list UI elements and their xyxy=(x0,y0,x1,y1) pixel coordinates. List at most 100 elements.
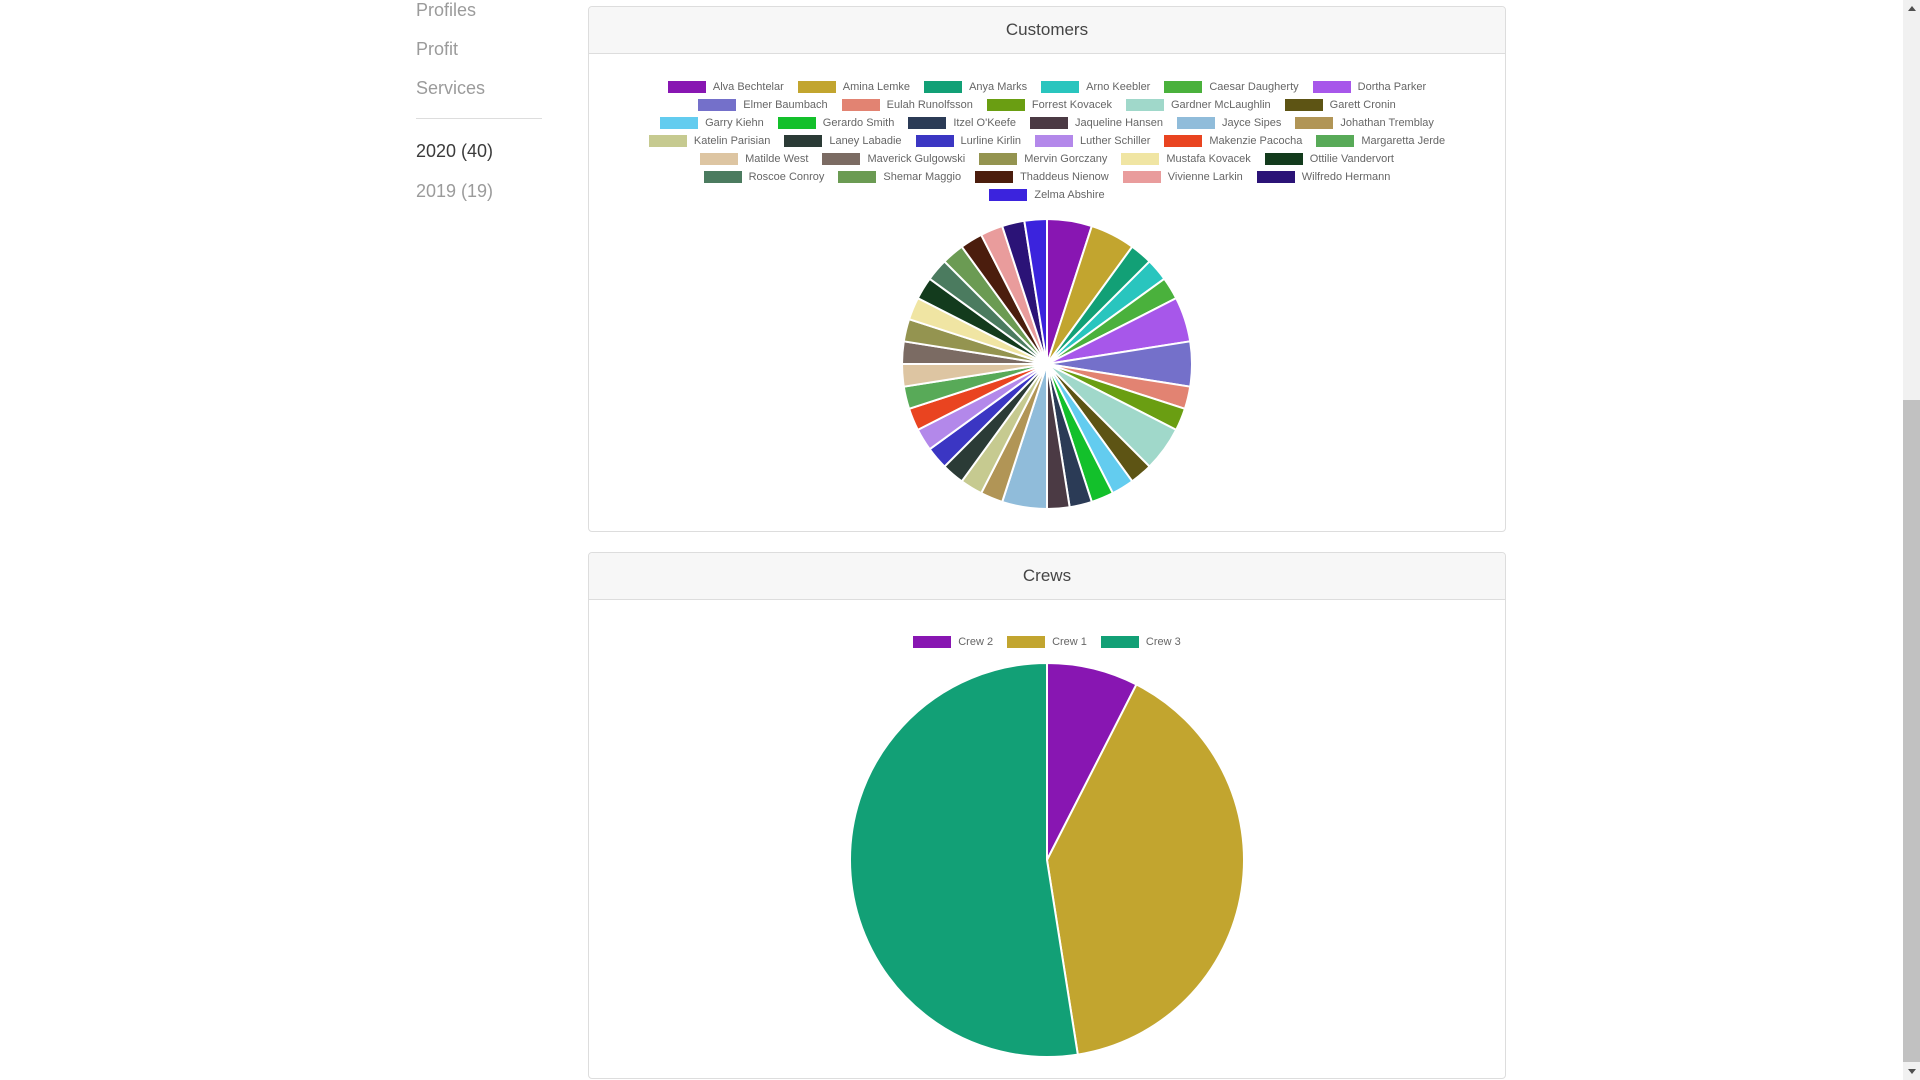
legend-swatch xyxy=(698,99,737,111)
legend-swatch xyxy=(1100,636,1139,648)
crews-panel: Crews Crew 2 Crew 1 Crew 3 xyxy=(588,552,1506,1079)
legend-swatch xyxy=(915,135,954,147)
legend-item[interactable]: Caesar Daugherty xyxy=(1164,81,1299,93)
legend-label: Crew 3 xyxy=(1145,636,1181,648)
pie-slice[interactable] xyxy=(1046,683,1245,1056)
legend-item[interactable]: Crew 2 xyxy=(913,636,993,648)
legend-label: Lurline Kirlin xyxy=(960,135,1022,147)
legend-item[interactable]: Maverick Gulgowski xyxy=(822,153,965,165)
legend-item[interactable]: Margaretta Jerde xyxy=(1316,135,1445,147)
pie-slice[interactable] xyxy=(849,662,1079,1058)
legend-label: Forrest Kovacek xyxy=(1031,99,1112,111)
scrollbar[interactable] xyxy=(1903,0,1920,1080)
legend-swatch xyxy=(822,153,861,165)
legend-swatch xyxy=(700,153,739,165)
legend-label: Alva Bechtelar xyxy=(712,81,784,93)
legend-swatch xyxy=(660,117,699,129)
legend-swatch xyxy=(1035,135,1074,147)
legend-item[interactable]: Vivienne Larkin xyxy=(1122,171,1243,183)
legend-swatch xyxy=(784,135,823,147)
sidebar-item-year-2019[interactable]: 2019 (19) xyxy=(416,181,494,201)
legend-swatch xyxy=(1126,99,1164,111)
scrollbar-thumb[interactable] xyxy=(1903,400,1920,1062)
legend-swatch xyxy=(667,81,706,93)
legend-item[interactable]: Amina Lemke xyxy=(797,81,910,93)
pie-slice[interactable] xyxy=(1023,218,1048,365)
legend-item[interactable]: Itzel O'Keefe xyxy=(908,117,1016,129)
legend-item[interactable]: Shemar Maggio xyxy=(838,171,961,183)
sidebar-item-profiles[interactable]: Profiles xyxy=(416,0,477,20)
legend-item[interactable]: Anya Marks xyxy=(924,81,1027,93)
legend-swatch xyxy=(908,117,947,129)
scrollbar-down-icon[interactable] xyxy=(1903,1063,1920,1080)
legend-label: Roscoe Conroy xyxy=(748,171,825,183)
legend-item[interactable]: Katelin Parisian xyxy=(648,135,771,147)
legend-swatch xyxy=(797,81,836,93)
legend-label: Gardner McLaughlin xyxy=(1171,99,1271,111)
legend-item[interactable]: Thaddeus Nienow xyxy=(975,171,1109,183)
legend-item[interactable]: Mervin Gorczany xyxy=(979,153,1107,165)
legend-item[interactable]: Laney Labadie xyxy=(784,135,902,147)
legend-item[interactable]: Zelma Abshire xyxy=(989,189,1105,201)
legend-item[interactable]: Elmer Baumbach xyxy=(698,99,828,111)
sidebar-item-year-2020[interactable]: 2020 (40) xyxy=(416,141,494,161)
legend-label: Dortha Parker xyxy=(1357,81,1427,93)
legend-item[interactable]: Arno Keebler xyxy=(1041,81,1150,93)
legend-label: Eulah Runolfsson xyxy=(886,99,973,111)
legend-item[interactable]: Gardner McLaughlin xyxy=(1126,99,1271,111)
legend-item[interactable]: Dortha Parker xyxy=(1312,81,1427,93)
customers-panel-header: Customers xyxy=(589,7,1505,54)
legend-swatch xyxy=(1312,81,1351,93)
legend-swatch xyxy=(924,81,963,93)
legend-item[interactable]: Roscoe Conroy xyxy=(703,171,825,183)
legend-label: Garett Cronin xyxy=(1329,99,1396,111)
legend-swatch xyxy=(989,189,1028,201)
legend-label: Itzel O'Keefe xyxy=(953,117,1016,129)
legend-item[interactable]: Jaqueline Hansen xyxy=(1029,117,1163,129)
legend-item[interactable]: Crew 1 xyxy=(1007,636,1087,648)
legend-item[interactable]: Alva Bechtelar xyxy=(667,81,784,93)
scrollbar-up-icon[interactable] xyxy=(1903,0,1920,17)
legend-item[interactable]: Lurline Kirlin xyxy=(915,135,1022,147)
legend-label: Mustafa Kovacek xyxy=(1166,153,1251,165)
customers-legend: Alva Bechtelar Amina Lemke Anya Marks Arno … xyxy=(637,78,1457,204)
legend-label: Zelma Abshire xyxy=(1034,189,1105,201)
legend-swatch xyxy=(1177,117,1216,129)
legend-item[interactable]: Wilfredo Hermann xyxy=(1256,171,1390,183)
legend-swatch xyxy=(1007,636,1046,648)
legend-item[interactable]: Garett Cronin xyxy=(1284,99,1396,111)
legend-swatch xyxy=(1264,153,1303,165)
legend-item[interactable]: Matilde West xyxy=(700,153,808,165)
crews-legend: Crew 2 Crew 1 Crew 3 xyxy=(637,633,1457,651)
sidebar-item-profit[interactable]: Profit xyxy=(416,39,459,59)
legend-swatch xyxy=(979,153,1018,165)
legend-item[interactable]: Jayce Sipes xyxy=(1177,117,1281,129)
legend-swatch xyxy=(913,636,952,648)
legend-item[interactable]: Eulah Runolfsson xyxy=(841,99,973,111)
legend-item[interactable]: Garry Kiehn xyxy=(660,117,764,129)
legend-swatch xyxy=(777,117,816,129)
legend-swatch xyxy=(1041,81,1080,93)
legend-label: Luther Schiller xyxy=(1080,135,1151,147)
legend-swatch xyxy=(1256,171,1295,183)
customers-panel: Customers Alva Bechtelar Amina Lemke Anya … xyxy=(588,6,1506,532)
legend-swatch xyxy=(1164,81,1203,93)
legend-item[interactable]: Forrest Kovacek xyxy=(986,99,1112,111)
legend-label: Katelin Parisian xyxy=(693,135,771,147)
legend-item[interactable]: Mustafa Kovacek xyxy=(1121,153,1251,165)
legend-label: Garry Kiehn xyxy=(705,117,764,129)
crews-panel-header: Crews xyxy=(589,553,1505,600)
legend-item[interactable]: Luther Schiller xyxy=(1035,135,1150,147)
sidebar-item-services[interactable]: Services xyxy=(416,78,486,98)
crews-pie-chart xyxy=(849,662,1245,1058)
legend-swatch xyxy=(1284,99,1323,111)
legend-label: Mervin Gorczany xyxy=(1024,153,1108,165)
legend-item[interactable]: Crew 3 xyxy=(1100,636,1181,648)
legend-item[interactable]: Makenzie Pacocha xyxy=(1164,135,1302,147)
legend-item[interactable]: Ottilie Vandervort xyxy=(1264,153,1394,165)
legend-item[interactable]: Johathan Tremblay xyxy=(1295,117,1434,129)
legend-item[interactable]: Gerardo Smith xyxy=(777,117,894,129)
legend-label: Arno Keebler xyxy=(1086,81,1151,93)
legend-swatch xyxy=(1316,135,1355,147)
legend-label: Margaretta Jerde xyxy=(1361,135,1446,147)
